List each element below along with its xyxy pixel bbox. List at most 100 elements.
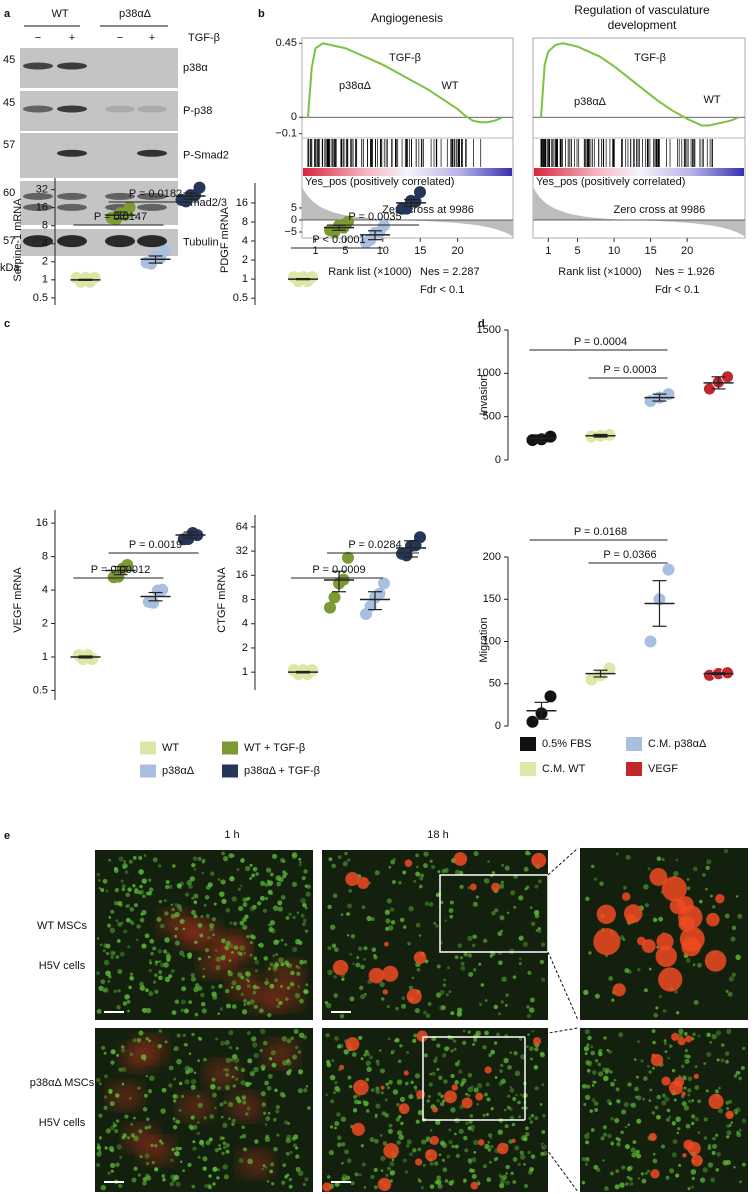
blot-band [137, 105, 167, 113]
green-cell [483, 938, 488, 943]
green-cell [215, 965, 221, 971]
green-cell [172, 1124, 178, 1130]
green-cell [270, 1050, 276, 1056]
green-cell [328, 1149, 334, 1156]
green-cell [473, 1038, 478, 1043]
green-cell [285, 1137, 291, 1144]
y-tick-label: 32 [236, 545, 248, 557]
green-cell [297, 1050, 302, 1054]
y-axis-label: Serpine-1 mRNA [12, 198, 24, 282]
green-cell [402, 870, 407, 875]
green-cell [123, 860, 126, 863]
green-cell [392, 1089, 399, 1095]
green-cell [302, 1183, 306, 1187]
green-cell [145, 891, 150, 896]
green-cell [217, 1012, 220, 1015]
green-cell [702, 1167, 708, 1173]
green-cell [270, 1162, 275, 1167]
micrograph [580, 1028, 748, 1192]
green-cell [326, 1175, 331, 1179]
green-cell [530, 921, 536, 926]
green-cell [116, 1053, 119, 1057]
green-cell [584, 1029, 590, 1035]
y-tick-label: 500 [483, 411, 501, 423]
green-cell [600, 1136, 605, 1141]
green-cell [277, 900, 283, 906]
green-cell [586, 1084, 591, 1089]
green-cell [295, 1146, 299, 1150]
green-cell [235, 1096, 240, 1101]
red-cell [398, 1103, 410, 1115]
green-cell [671, 1068, 676, 1073]
green-cell [190, 976, 196, 982]
green-cell [450, 1073, 455, 1079]
green-cell [145, 988, 149, 993]
green-cell [500, 1078, 506, 1084]
green-cell [674, 990, 678, 994]
green-cell [671, 1152, 677, 1158]
green-cell [379, 982, 385, 988]
green-cell [521, 1106, 525, 1110]
green-cell [725, 1051, 730, 1056]
green-cell [441, 1099, 446, 1103]
green-cell [513, 1051, 518, 1056]
green-cell [583, 1102, 587, 1107]
green-cell [238, 1157, 244, 1164]
green-cell [118, 1067, 123, 1072]
green-cell [459, 884, 464, 890]
green-cell [115, 919, 119, 922]
green-cell [523, 1137, 528, 1142]
green-cell [211, 1092, 217, 1098]
green-cell [249, 934, 255, 939]
p-value: P = 0.0182 [129, 188, 182, 200]
green-cell [615, 1169, 620, 1173]
green-cell [632, 1140, 637, 1145]
green-cell [716, 1152, 721, 1157]
green-cell [171, 907, 175, 912]
data-point [603, 662, 616, 675]
green-cell [678, 1163, 682, 1167]
green-cell [515, 1093, 518, 1097]
green-cell [204, 895, 210, 900]
green-cell [332, 893, 338, 899]
green-cell [171, 1147, 175, 1152]
green-cell [226, 1087, 229, 1090]
green-cell [143, 854, 147, 857]
green-cell [390, 1051, 394, 1055]
green-cell [135, 938, 139, 942]
green-cell [457, 1059, 461, 1064]
green-cell [615, 1137, 619, 1141]
green-cell [423, 1010, 427, 1015]
molecular-weight: 57 [3, 139, 15, 151]
green-cell [726, 1107, 730, 1111]
green-cell [468, 1160, 472, 1165]
p-value: P = 0.0019 [129, 539, 182, 551]
green-cell [164, 911, 169, 916]
green-cell [624, 968, 630, 973]
blot-band [137, 235, 167, 248]
green-cell [454, 1063, 458, 1066]
green-cell [333, 947, 339, 953]
green-cell [436, 1099, 440, 1103]
green-cell [626, 1166, 632, 1172]
green-cell [223, 1174, 229, 1180]
green-cell [685, 1123, 691, 1129]
green-cell [170, 1158, 174, 1162]
green-cell [149, 938, 155, 944]
green-cell [716, 1058, 720, 1062]
p-value: P = 0.00012 [91, 564, 150, 576]
green-cell [219, 1102, 224, 1107]
green-cell [529, 1120, 533, 1124]
green-cell [103, 987, 109, 993]
green-cell [385, 918, 391, 924]
red-cell [415, 1158, 423, 1166]
green-cell [282, 859, 286, 864]
green-cell [687, 1088, 692, 1093]
green-cell [286, 986, 291, 990]
green-cell [390, 859, 396, 865]
green-cell [665, 1117, 671, 1122]
green-cell [136, 924, 141, 929]
red-cell [444, 1090, 457, 1104]
green-cell [202, 967, 206, 971]
green-cell [202, 975, 206, 979]
